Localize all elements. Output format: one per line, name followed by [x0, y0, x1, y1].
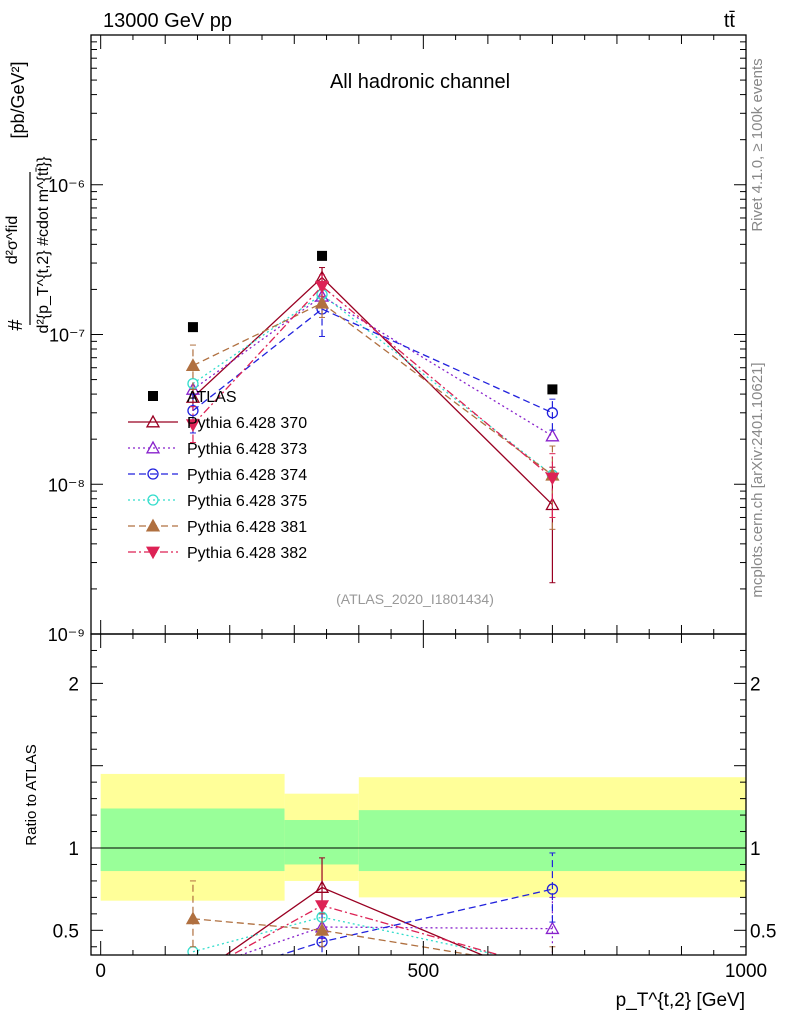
ratio-point-3-2 [547, 962, 557, 972]
ratio-series-4 [185, 880, 558, 973]
main-point-3-2 [546, 407, 559, 419]
ylabel-numerator: d²σ^fid [4, 216, 21, 265]
main-point-0-0 [187, 322, 198, 333]
ratio-point-4-2 [546, 962, 558, 973]
ratio-series-line-2 [278, 888, 553, 955]
series-layer [185, 250, 560, 990]
ratio-point-5-1 [315, 900, 330, 913]
ratio-series-3 [187, 911, 557, 972]
main-point-5-1 [314, 295, 330, 309]
ylabel-unit: [pb/GeV²] [8, 61, 28, 138]
main-point-1-0 [185, 390, 201, 403]
legend: ATLAS Pythia 6.428 370 Pythia 6.428 373 Pyt… [128, 389, 307, 562]
ratio-point-5-0 [187, 972, 199, 983]
legend-marker-5 [145, 518, 161, 532]
main-series-3 [187, 288, 559, 434]
header-process-label: 13000 GeV pp [103, 10, 232, 32]
legend-label-4: Pythia 6.428 375 [187, 493, 307, 510]
ratio-point-4-1 [314, 922, 330, 936]
legend-label-3: Pythia 6.428 374 [187, 467, 307, 484]
ratio-series-5 [187, 900, 558, 983]
ratio-point-0-2 [546, 979, 558, 990]
ratio-point-1-2 [545, 921, 560, 935]
ratio-band-green-1 [284, 820, 359, 865]
ratio-band-green-0 [100, 808, 285, 872]
plot-title: All hadronic channel [330, 71, 510, 93]
legend-marker-3 [147, 468, 159, 480]
main-series-0 [187, 250, 558, 395]
legend-marker-1 [145, 414, 161, 428]
ratio-ytick-label-left-1: 1 [68, 839, 79, 860]
legend-entry-1: Pythia 6.428 370 [128, 414, 307, 432]
main-ytick-label-3: 10⁻⁶ [48, 176, 85, 196]
legend-label-0: ATLAS [187, 389, 237, 406]
xtick-label-1: 500 [407, 961, 439, 982]
ratio-series-line-1 [238, 926, 553, 955]
ratio-point-5-2 [546, 965, 558, 976]
legend-entry-5: Pythia 6.428 381 [128, 518, 307, 536]
main-ytick-label-0: 10⁻⁹ [48, 625, 85, 645]
main-point-3-0 [187, 405, 199, 417]
ratio-series-line-0 [224, 886, 484, 955]
legend-entry-0: ATLAS [148, 389, 237, 406]
ratio-series-group [185, 852, 560, 990]
main-series-line-6 [192, 285, 553, 479]
ratio-series-line-3 [192, 916, 502, 955]
ratio-ytick-label-right-1: 1 [750, 839, 761, 860]
main-series-line-3 [192, 308, 553, 414]
legend-entry-2: Pythia 6.428 373 [128, 440, 307, 458]
main-point-0-1 [317, 250, 328, 261]
main-point-5-0 [185, 358, 201, 372]
main-point-6-0 [185, 419, 200, 432]
legend-entry-4: Pythia 6.428 375 [128, 493, 307, 510]
legend-entry-6: Pythia 6.428 382 [128, 545, 307, 562]
xtick-label-0: 0 [95, 961, 106, 982]
ratio-ytick-label-left-0: 0.5 [53, 921, 79, 942]
legend-entry-3: Pythia 6.428 374 [128, 467, 307, 484]
ratio-plot-frame [90, 633, 747, 956]
xtick-label-2: 1000 [725, 961, 767, 982]
legend-label-1: Pythia 6.428 370 [187, 415, 307, 432]
rivet-label: Rivet 4.1.0, ≥ 100k events [749, 58, 766, 231]
ratio-ytick-label-left-2: 2 [68, 674, 79, 695]
main-ytick-label-2: 10⁻⁷ [49, 326, 85, 346]
legend-marker-4 [147, 494, 159, 506]
legend-marker-0 [148, 391, 158, 401]
header-ttbar-label: tt̄ [724, 10, 736, 32]
ratio-bands [91, 773, 746, 901]
main-ytick-label-1: 10⁻⁸ [48, 475, 85, 495]
legend-marker-2 [145, 440, 161, 454]
main-point-6-1 [315, 280, 330, 294]
ratio-point-2-0 [188, 978, 198, 988]
main-point-6-2 [545, 472, 560, 486]
legend-label-2: Pythia 6.428 373 [187, 441, 307, 458]
x-axis-label: p_T^{t,2} [GeV] [616, 990, 745, 1011]
legend-marker-6 [145, 546, 161, 560]
ratio-point-0-1 [314, 880, 330, 893]
legend-label-6: Pythia 6.428 382 [187, 545, 307, 562]
ratio-ytick-label-right-0: 0.5 [750, 921, 776, 942]
main-series-group [185, 250, 560, 584]
main-y-axis-label: # d²σ^fid d²{p_T^{t,2} #cdot m^{tt̄}} [p… [4, 61, 52, 333]
ylabel-denominator: d²{p_T^{t,2} #cdot m^{tt̄}} [35, 156, 52, 334]
main-point-0-2 [547, 384, 558, 395]
ratio-ytick-label-right-2: 2 [750, 674, 761, 695]
main-point-2-2 [545, 428, 560, 442]
analysis-watermark: (ATLAS_2020_I1801434) [336, 591, 494, 607]
legend-label-5: Pythia 6.428 381 [187, 519, 307, 536]
mcplots-label: mcplots.cern.ch [arXiv:2401.10621] [749, 362, 766, 597]
axes-layer: 10⁻⁹ 10⁻⁸ 10⁻⁷ 10⁻⁶ 0.5 0.5 1 1 2 2 0 500 1000 [48, 34, 776, 982]
ratio-point-4-0 [185, 911, 201, 925]
ratio-y-axis-label: Ratio to ATLAS [23, 744, 40, 845]
ratio-point-0-0 [187, 972, 199, 983]
main-series-6 [185, 274, 560, 518]
ratio-point-1-0 [187, 965, 199, 976]
ratio-point-2-2 [546, 883, 559, 895]
ylabel-hash: # [5, 319, 27, 331]
ratio-series-line-4 [192, 918, 477, 955]
